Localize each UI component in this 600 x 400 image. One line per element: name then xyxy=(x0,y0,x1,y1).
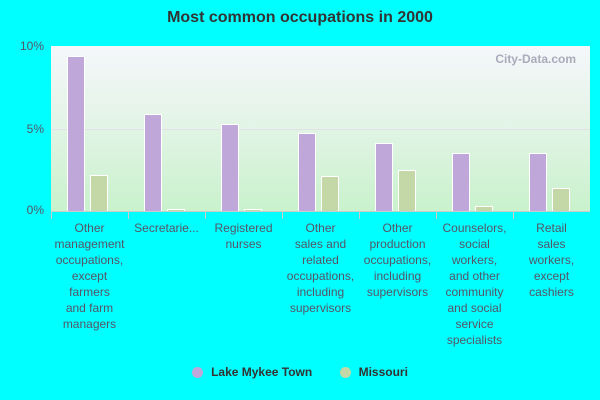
x-tick-label: Retail sales workers, except cashiers xyxy=(528,221,575,299)
chart-title: Most common occupations in 2000 xyxy=(167,9,433,26)
y-tick-10: 10% xyxy=(19,39,44,53)
x-tick-label: Other management occupations, except far… xyxy=(54,221,125,331)
bar[interactable] xyxy=(321,176,339,211)
legend: Lake Mykee Town Missouri xyxy=(0,365,600,379)
x-axis xyxy=(51,211,590,212)
x-tick xyxy=(205,211,206,219)
y-tick-0: 0% xyxy=(26,203,44,217)
bar[interactable] xyxy=(221,123,239,211)
bar[interactable] xyxy=(298,133,316,211)
legend-dot xyxy=(192,367,204,379)
x-tick xyxy=(359,211,360,219)
x-tick-label: Secretarie... xyxy=(134,221,199,235)
bar[interactable] xyxy=(67,55,85,211)
bar[interactable] xyxy=(167,209,185,211)
bar[interactable] xyxy=(398,169,416,211)
bar[interactable] xyxy=(529,153,547,211)
x-tick-label: Registered nurses xyxy=(214,221,273,251)
bar[interactable] xyxy=(552,187,570,211)
bar[interactable] xyxy=(90,174,108,211)
legend-item-lake-mykee-town[interactable]: Lake Mykee Town xyxy=(192,365,312,379)
plot-area: City-Data.com xyxy=(51,46,590,211)
x-tick xyxy=(51,211,52,219)
x-tick xyxy=(282,211,283,219)
x-tick-label: Other production occupations, including … xyxy=(363,221,432,299)
x-tick xyxy=(436,211,437,219)
gridline-5 xyxy=(51,129,590,130)
legend-item-missouri[interactable]: Missouri xyxy=(339,365,408,379)
watermark: City-Data.com xyxy=(495,52,576,66)
bar[interactable] xyxy=(244,209,262,211)
y-tick-5: 5% xyxy=(26,122,44,136)
x-tick xyxy=(513,211,514,219)
x-tick xyxy=(128,211,129,219)
bar[interactable] xyxy=(375,143,393,211)
bar[interactable] xyxy=(475,206,493,211)
x-tick-label: Other sales and related occupations, inc… xyxy=(286,221,355,315)
bar[interactable] xyxy=(144,113,162,211)
bar[interactable] xyxy=(452,153,470,211)
x-tick-label: Counselors, social workers, and other co… xyxy=(442,221,507,347)
legend-dot xyxy=(339,367,351,379)
